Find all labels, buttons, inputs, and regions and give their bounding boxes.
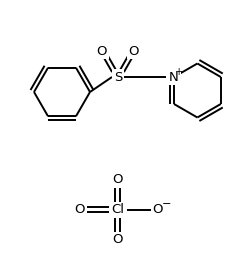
Text: O: O (112, 173, 123, 187)
Text: O: O (96, 44, 107, 58)
Text: O: O (74, 203, 85, 217)
Text: +: + (174, 67, 182, 77)
Text: O: O (128, 44, 139, 58)
Text: −: − (161, 199, 170, 209)
Text: O: O (112, 233, 123, 247)
Text: N: N (168, 70, 178, 84)
Text: O: O (152, 203, 162, 217)
Text: S: S (113, 70, 122, 84)
Text: Cl: Cl (111, 203, 124, 217)
